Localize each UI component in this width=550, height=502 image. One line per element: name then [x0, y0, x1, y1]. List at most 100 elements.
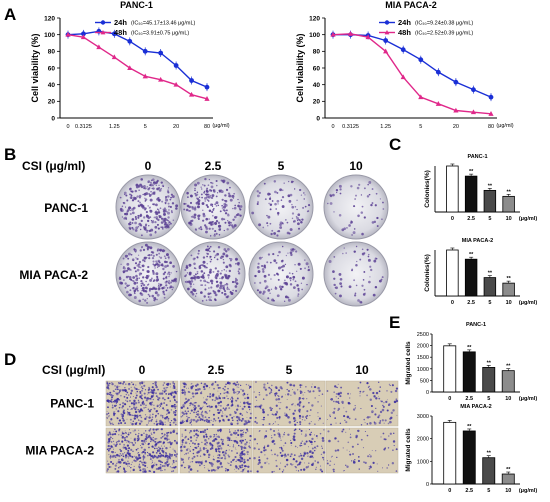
cell: [174, 398, 175, 400]
cell: [107, 406, 110, 409]
colony: [366, 195, 370, 198]
cell: [271, 454, 273, 456]
cell: [149, 453, 151, 455]
cell: [166, 434, 169, 437]
cell: [333, 407, 336, 410]
x-tick-label: 80: [488, 124, 494, 130]
colony: [164, 271, 167, 274]
cell: [248, 420, 251, 423]
cell: [305, 385, 307, 388]
colony: [371, 202, 374, 205]
cell: [144, 430, 147, 432]
colony: [267, 253, 271, 256]
colony: [223, 269, 225, 271]
cell: [299, 420, 302, 424]
colony: [165, 261, 168, 264]
cell: [158, 397, 161, 400]
colony: [133, 248, 136, 251]
cell: [188, 458, 190, 460]
cell: [126, 471, 128, 473]
cell: [140, 404, 142, 407]
colony: [276, 230, 279, 233]
colony: [296, 208, 298, 211]
colony: [273, 273, 276, 277]
cell: [184, 410, 187, 413]
colony: [161, 226, 164, 229]
colony: [292, 278, 295, 281]
cell: [350, 433, 352, 435]
cell: [170, 420, 173, 422]
colony: [143, 226, 147, 230]
cell: [135, 384, 137, 386]
cell: [249, 412, 252, 415]
cell: [146, 400, 148, 402]
colony: [135, 274, 138, 278]
colony: [301, 218, 304, 221]
bar: [501, 473, 515, 485]
colony: [140, 279, 143, 283]
colony: [210, 181, 212, 184]
colony: [163, 208, 167, 212]
cell: [149, 458, 152, 460]
colony: [158, 256, 161, 258]
cell: [174, 391, 177, 395]
cell: [292, 412, 295, 415]
colony: [150, 219, 153, 222]
colony: [217, 204, 220, 207]
cell: [264, 388, 267, 391]
cell: [321, 437, 325, 440]
cell: [221, 442, 224, 445]
cell: [123, 436, 126, 439]
cell: [107, 463, 110, 466]
colony: [202, 276, 205, 279]
culture-dish: [323, 241, 389, 307]
colony: [355, 245, 358, 248]
cell: [121, 406, 124, 409]
cell: [315, 448, 317, 450]
colony: [228, 224, 231, 227]
cell: [208, 461, 211, 464]
cell: [268, 386, 271, 389]
cell: [249, 442, 251, 444]
colony: [211, 182, 214, 185]
cell: [113, 443, 115, 446]
colony: [188, 263, 192, 267]
cell: [239, 405, 241, 408]
cell: [278, 468, 281, 470]
cell: [137, 419, 140, 421]
colony: [197, 249, 200, 252]
colony: [167, 202, 170, 205]
colony: [367, 255, 370, 258]
colony: [141, 264, 145, 268]
colony: [119, 207, 123, 211]
cell: [270, 436, 273, 439]
cell: [189, 402, 191, 405]
cell: [176, 405, 178, 407]
colony: [212, 208, 215, 211]
cell: [192, 395, 195, 398]
colony: [361, 232, 364, 236]
cell: [223, 388, 226, 391]
cell: [190, 409, 193, 412]
colony: [156, 248, 160, 252]
cell: [348, 428, 350, 430]
cell: [225, 467, 227, 470]
colony: [220, 179, 223, 182]
cell: [240, 471, 242, 472]
colony: [144, 197, 146, 199]
colony: [269, 292, 271, 294]
cell: [115, 471, 118, 473]
colony: [206, 245, 209, 248]
panel-label-b: B: [4, 145, 16, 164]
cell: [375, 397, 378, 400]
colony: [211, 205, 214, 208]
cell: [107, 433, 110, 436]
colony: [370, 268, 373, 272]
cell: [151, 466, 154, 469]
colony: [266, 214, 268, 217]
y-tick-label: 1500: [417, 355, 429, 361]
colony: [294, 280, 297, 283]
y-tick-label: 0: [426, 390, 429, 396]
cell: [199, 464, 201, 467]
colony: [162, 185, 165, 188]
